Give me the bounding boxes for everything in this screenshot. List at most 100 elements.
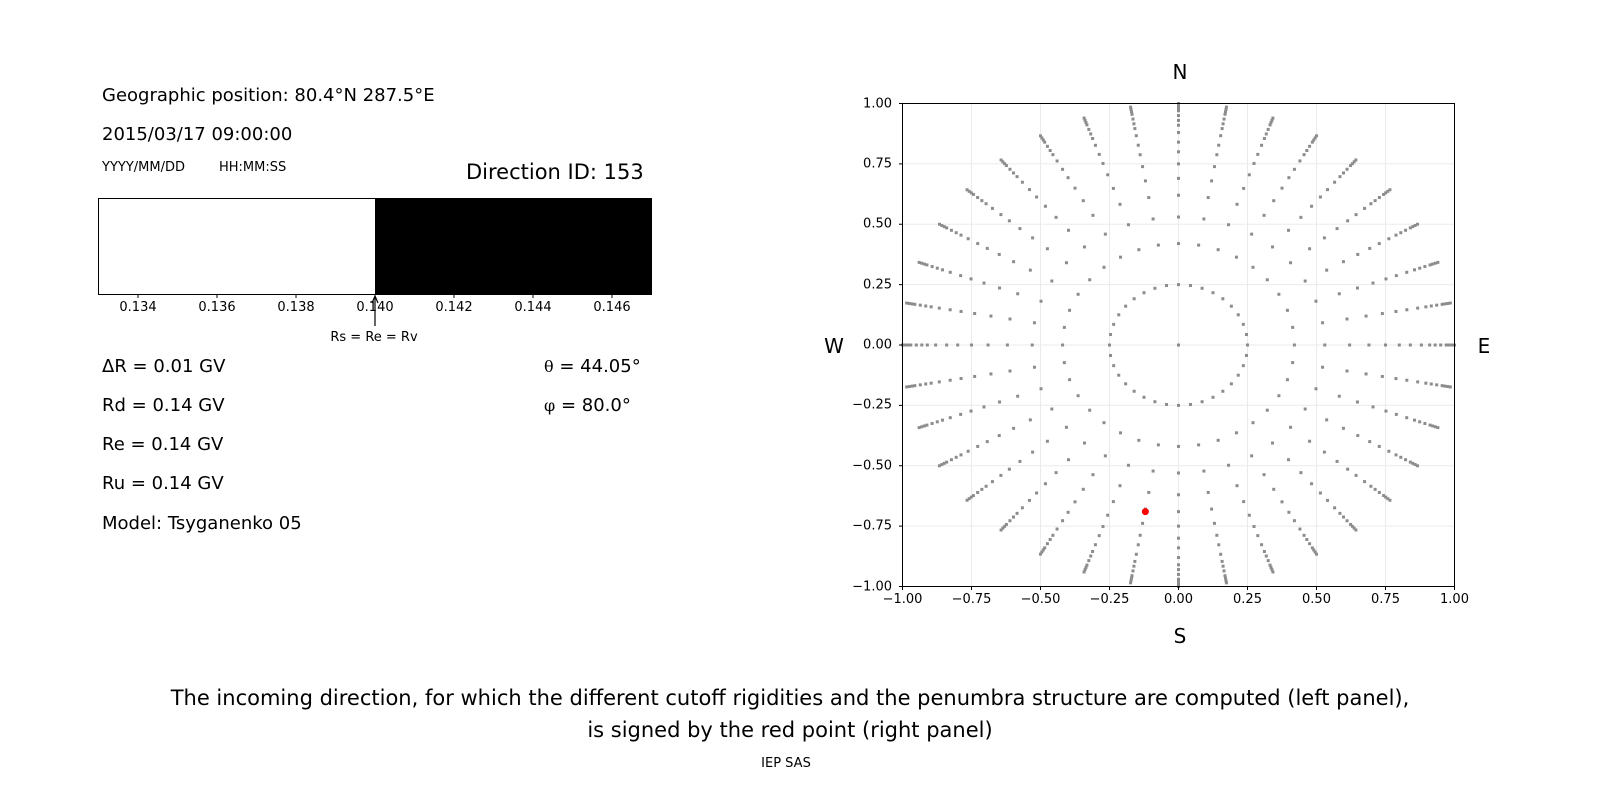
direction-point	[1200, 286, 1204, 290]
direction-point	[959, 412, 963, 416]
direction-point	[1436, 426, 1440, 430]
direction-point	[1431, 262, 1435, 266]
direction-point	[1177, 556, 1180, 560]
direction-point	[1177, 536, 1180, 540]
cutoff-annotation: Rs = Re = Rv	[330, 330, 418, 345]
direction-point	[925, 343, 929, 347]
date-format-label: YYYY/MM/DD	[102, 160, 185, 175]
direction-point	[948, 270, 952, 274]
direction-point	[1377, 444, 1381, 448]
direction-point	[985, 440, 989, 444]
direction-point	[1291, 325, 1295, 329]
direction-point	[1270, 568, 1274, 572]
direction-point	[1397, 343, 1401, 347]
direction-point	[929, 305, 933, 309]
direction-point	[1416, 380, 1420, 384]
direction-point	[1416, 306, 1420, 310]
direction-point	[1028, 268, 1032, 272]
direction-point	[1250, 454, 1254, 458]
direction-point	[1048, 538, 1052, 542]
direction-point	[1335, 227, 1339, 231]
y-tick-label: 0.25	[863, 277, 892, 293]
direction-point	[1364, 372, 1368, 376]
direction-point	[1235, 484, 1239, 488]
direction-point	[1147, 490, 1151, 494]
direction-point	[1043, 482, 1047, 486]
direction-point	[914, 343, 918, 347]
direction-point	[1429, 304, 1433, 308]
direction-point	[1318, 491, 1322, 495]
direction-point	[1413, 223, 1417, 227]
direction-point	[1156, 443, 1160, 447]
penumbra-tick-label: 0.140	[356, 300, 394, 315]
direction-point	[1371, 281, 1375, 285]
direction-point	[1005, 343, 1009, 347]
direction-point	[1018, 227, 1022, 231]
direction-point	[1012, 515, 1016, 519]
direction-point	[1416, 222, 1420, 226]
direction-point	[905, 301, 909, 305]
direction-point	[1177, 118, 1180, 122]
geographic-position: Geographic position: 80.4°N 287.5°E	[102, 85, 435, 106]
direction-point	[925, 423, 929, 427]
direction-point	[1271, 570, 1275, 574]
direction-point	[1345, 167, 1349, 171]
direction-point	[1446, 385, 1450, 389]
direction-point	[1202, 217, 1206, 221]
direction-point	[1447, 343, 1451, 347]
direction-point	[945, 226, 949, 230]
direction-point	[1265, 408, 1269, 412]
direction-point	[1206, 490, 1210, 494]
direction-point	[1373, 199, 1377, 203]
direction-point	[1224, 581, 1228, 585]
direction-point	[1215, 533, 1219, 537]
direction-point	[948, 308, 952, 312]
direction-point	[1260, 543, 1264, 547]
direction-point	[990, 206, 994, 210]
direction-point	[1016, 394, 1020, 398]
direction-point	[1082, 245, 1086, 249]
direction-point	[984, 202, 988, 206]
direction-point	[1008, 317, 1012, 321]
penumbra-tick-label: 0.146	[593, 300, 631, 315]
direction-point	[1221, 297, 1225, 301]
direction-point	[1138, 533, 1142, 537]
direction-point	[940, 463, 944, 467]
direction-point	[980, 199, 984, 203]
direction-point	[1428, 423, 1432, 427]
direction-point	[1356, 252, 1360, 256]
direction-point	[1280, 500, 1284, 504]
direction-point	[1117, 373, 1121, 377]
direction-point	[1303, 407, 1307, 411]
direction-point	[1088, 278, 1092, 282]
direction-point	[1097, 152, 1101, 156]
direction-point	[1068, 378, 1072, 382]
direction-point	[1055, 159, 1059, 163]
direction-point	[1102, 421, 1106, 425]
direction-point	[1156, 243, 1160, 247]
direction-point	[1054, 471, 1058, 475]
direction-point	[1223, 576, 1227, 580]
direction-point	[1129, 105, 1133, 109]
direction-point	[1285, 308, 1289, 312]
direction-point	[1210, 507, 1214, 511]
direction-point	[1413, 418, 1417, 422]
direction-point	[1084, 565, 1088, 569]
direction-point	[1130, 576, 1134, 580]
direction-point	[1222, 569, 1226, 573]
direction-point	[903, 343, 907, 347]
direction-point	[1247, 513, 1251, 517]
direction-point	[1220, 559, 1224, 563]
direction-point	[1040, 550, 1044, 554]
direction-point	[956, 343, 960, 347]
direction-point	[1386, 497, 1390, 501]
direction-point	[1448, 385, 1452, 389]
direction-point	[1064, 261, 1068, 265]
direction-point	[1423, 421, 1427, 425]
direction-point	[1262, 136, 1266, 140]
direction-point	[934, 343, 938, 347]
direction-point	[1119, 255, 1123, 259]
direction-point	[1448, 301, 1452, 305]
direction-point	[1428, 263, 1432, 267]
compass-east: E	[1477, 334, 1491, 358]
